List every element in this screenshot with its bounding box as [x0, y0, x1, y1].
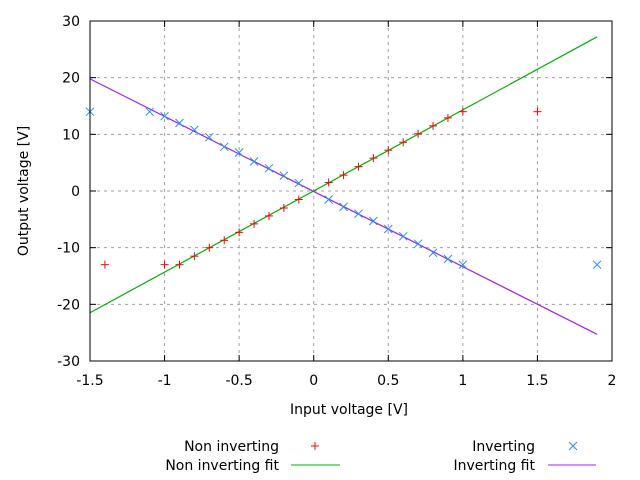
cross-marker-b	[294, 178, 304, 188]
cross-marker-b	[264, 163, 274, 173]
data-point	[339, 171, 348, 180]
data-point	[190, 125, 199, 135]
fit-lines	[89, 36, 598, 335]
cross-marker-b	[234, 148, 244, 157]
data-point	[250, 219, 259, 228]
data-point	[413, 239, 423, 249]
x-tick-label: -1.5	[76, 373, 103, 389]
data-point	[249, 157, 259, 166]
cross-marker-b	[339, 202, 348, 212]
ticks: -1.5 -1 -0.5 0 0.5 1 1.5 2 -30 -20 -10 0 10 20 30	[57, 14, 616, 389]
y-tick-label: 10	[62, 127, 80, 143]
data-points	[85, 107, 602, 270]
data-point	[219, 142, 229, 152]
legend-label-non-inverting: Non inverting	[184, 439, 279, 455]
x-tick-label: 2	[608, 373, 617, 389]
y-tick-label: -10	[57, 241, 80, 257]
cross-marker-b	[413, 239, 423, 249]
cross-marker-b	[369, 216, 378, 226]
y-tick-label: -20	[57, 297, 80, 313]
x-tick-label: 1.5	[526, 373, 548, 389]
legend-marker-inverting	[568, 441, 578, 451]
data-point	[294, 178, 304, 188]
y-tick-label: -30	[57, 354, 80, 370]
cross-marker-b	[145, 107, 155, 117]
data-point	[145, 107, 155, 117]
data-point	[384, 146, 393, 155]
x-tick-label: -0.5	[225, 373, 252, 389]
data-point	[324, 178, 333, 187]
data-point	[339, 202, 348, 212]
cross-marker-b	[592, 260, 602, 270]
data-point	[414, 129, 423, 138]
data-point	[592, 260, 602, 270]
data-point	[369, 154, 378, 163]
x-axis-label: Input voltage [V]	[290, 402, 408, 418]
data-point	[458, 107, 467, 116]
cross-marker-b	[175, 118, 184, 128]
cross-marker-b	[190, 125, 199, 135]
cross-marker-b	[204, 132, 214, 142]
x-tick-label: 0	[309, 373, 318, 389]
x-tick-label: 0.5	[377, 373, 399, 389]
data-point	[175, 260, 184, 269]
grid	[90, 21, 612, 361]
legend: Non inverting Non inverting fit Invertin…	[165, 439, 596, 474]
cross-marker-b	[324, 195, 333, 204]
data-point	[429, 121, 438, 130]
cross-marker-b	[354, 209, 363, 219]
legend-label-inverting: Inverting	[472, 439, 535, 455]
legend-marker-non-inverting	[311, 442, 319, 450]
data-point	[369, 216, 378, 226]
data-point	[234, 148, 244, 157]
data-point	[160, 111, 169, 121]
cross-marker-b	[160, 111, 169, 121]
data-point	[428, 248, 438, 258]
data-point	[264, 163, 274, 173]
cross-marker-b	[443, 254, 453, 264]
cross-marker-b	[279, 171, 289, 181]
data-point	[383, 224, 393, 234]
data-point	[205, 243, 214, 252]
x-tick-label: 1	[458, 373, 467, 389]
data-point	[279, 204, 288, 212]
data-point	[235, 228, 244, 237]
cross-marker-b	[458, 260, 468, 270]
data-point	[443, 254, 453, 264]
data-point	[204, 132, 214, 142]
cross-marker-b	[568, 441, 578, 451]
data-point	[354, 209, 363, 219]
cross-marker-b	[219, 142, 229, 152]
data-point	[175, 118, 184, 128]
data-point	[190, 252, 199, 261]
data-point	[220, 236, 229, 245]
cross-marker-b	[249, 157, 259, 166]
data-point	[458, 260, 468, 270]
cross-marker-b	[398, 231, 408, 241]
cross-marker-b	[428, 248, 438, 258]
data-point	[354, 162, 363, 171]
y-tick-label: 30	[62, 14, 80, 30]
x-tick-label: -1	[158, 373, 172, 389]
data-point	[324, 195, 333, 204]
legend-label-non-inverting-fit: Non inverting fit	[165, 458, 279, 474]
y-axis-label: Output voltage [V]	[16, 126, 32, 256]
data-point	[443, 113, 452, 122]
y-tick-label: 20	[62, 71, 80, 87]
cross-marker-b	[383, 224, 393, 234]
data-point	[264, 211, 273, 220]
data-point	[100, 260, 109, 269]
y-tick-label: 0	[71, 184, 80, 200]
legend-label-inverting-fit: Inverting fit	[453, 458, 535, 474]
legend-marker	[568, 441, 578, 451]
data-point	[398, 231, 408, 241]
legend-marker	[311, 442, 319, 450]
data-point	[533, 107, 542, 116]
data-point	[160, 260, 169, 269]
data-point	[399, 138, 408, 147]
data-point	[279, 171, 289, 181]
data-point	[294, 195, 303, 204]
